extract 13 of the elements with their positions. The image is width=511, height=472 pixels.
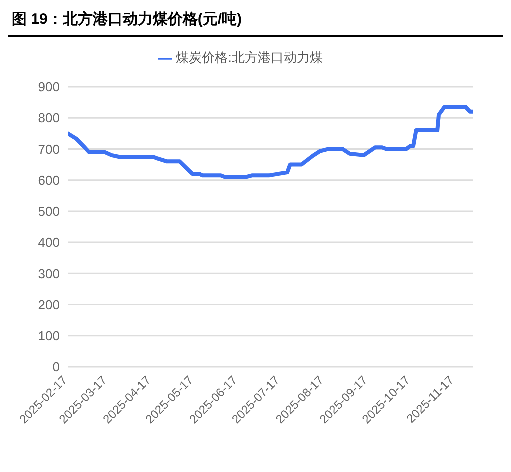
y-tick-label: 700	[38, 142, 60, 157]
y-tick-label: 300	[38, 266, 60, 282]
y-tick-label: 600	[38, 172, 60, 188]
chart-title: 图 19：北方港口动力煤价格(元/吨)	[8, 8, 503, 37]
y-tick-label: 0	[52, 360, 60, 375]
y-tick-label: 200	[38, 297, 60, 312]
y-tick-label: 800	[38, 110, 60, 126]
y-tick-label: 500	[38, 204, 60, 220]
y-tick-label: 400	[38, 235, 60, 250]
y-tick-label: 900	[38, 80, 60, 95]
legend-label: 煤炭价格:北方港口动力煤	[176, 50, 323, 65]
line-series	[68, 105, 473, 180]
y-tick-label: 100	[38, 328, 60, 344]
